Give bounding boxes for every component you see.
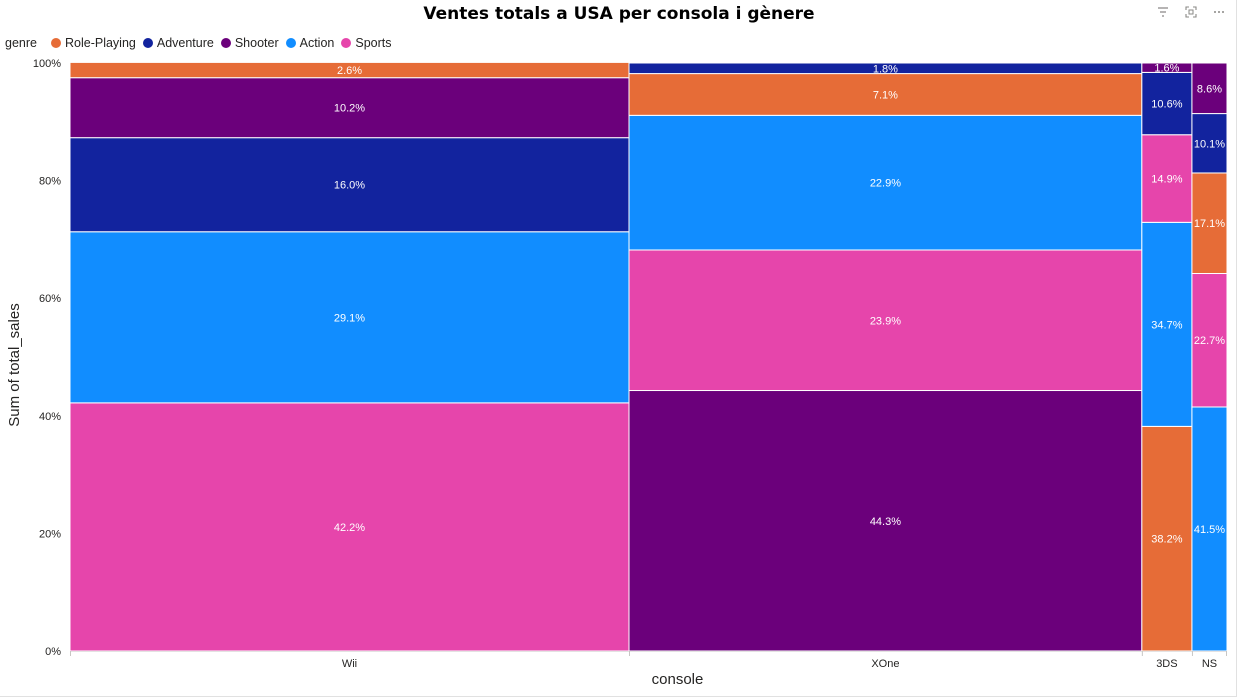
data-label: 44.3% [870, 516, 901, 528]
x-tick-label: NS [1202, 658, 1217, 670]
chart-legend: genre Role-Playing Adventure Shooter Action… [5, 36, 399, 50]
y-tick-label: 0% [45, 646, 61, 658]
data-label: 41.5% [1194, 524, 1225, 536]
chart-title: Ventes totals a USA per consola i gènere [423, 4, 815, 24]
legend-item-adventure[interactable]: Adventure [142, 36, 214, 50]
legend-item-role-playing[interactable]: Role-Playing [50, 36, 136, 50]
legend-title: genre [5, 36, 37, 50]
legend-marker [50, 38, 61, 48]
x-tick-label: Wii [342, 658, 357, 670]
data-label: 29.1% [334, 312, 365, 324]
segment-3ds-sports[interactable] [1141, 134, 1193, 223]
data-label: 10.6% [1151, 99, 1182, 111]
legend-label: Adventure [156, 36, 214, 50]
focus-mode-icon[interactable] [1182, 6, 1200, 21]
segment-xone-sports[interactable] [628, 249, 1143, 392]
data-label: 22.9% [870, 178, 901, 190]
data-label: 10.1% [1194, 138, 1225, 150]
y-tick-label: 80% [39, 176, 61, 188]
data-label: 8.6% [1197, 83, 1222, 95]
data-label: 2.6% [337, 65, 362, 77]
legend-item-shooter[interactable]: Shooter [220, 36, 279, 50]
legend-label: Action [299, 36, 335, 50]
segment-xone-action[interactable] [628, 114, 1143, 251]
data-label: 38.2% [1151, 534, 1182, 546]
segment-ns-adventure[interactable] [1191, 113, 1228, 174]
segment-ns-role-playing[interactable] [1191, 172, 1228, 275]
segment-ns-sports[interactable] [1191, 273, 1228, 408]
more-options-icon[interactable] [1210, 6, 1228, 21]
y-tick-label: 100% [33, 58, 61, 70]
filter-icon[interactable] [1154, 6, 1172, 21]
segment-ns-action[interactable] [1191, 406, 1228, 652]
segment-ns-shooter[interactable] [1191, 62, 1228, 115]
legend-label: Shooter [234, 36, 279, 50]
legend-item-action[interactable]: Action [285, 36, 335, 50]
x-tick-label: XOne [871, 658, 899, 670]
segment-wii-action[interactable] [69, 231, 630, 404]
segment-3ds-role-playing[interactable] [1141, 425, 1193, 652]
data-label: 1.8% [873, 63, 898, 75]
x-tick-label: 3DS [1156, 658, 1177, 670]
segment-3ds-action[interactable] [1141, 221, 1193, 427]
y-tick-label: 20% [39, 528, 61, 540]
legend-marker [220, 38, 231, 48]
legend-marker [341, 38, 352, 48]
legend-marker [285, 38, 296, 48]
legend-marker [142, 38, 153, 48]
y-tick-label: 40% [39, 411, 61, 423]
data-label: 23.9% [870, 315, 901, 327]
y-tick-label: 60% [39, 293, 61, 305]
legend-label: Role-Playing [64, 36, 136, 50]
data-label: 10.2% [334, 103, 365, 115]
data-label: 16.0% [334, 180, 365, 192]
data-label: 34.7% [1151, 319, 1182, 331]
x-axis-title: console [652, 671, 704, 688]
data-label: 7.1% [873, 89, 898, 101]
data-label: 14.9% [1151, 174, 1182, 186]
legend-label: Sports [355, 36, 392, 50]
legend-item-sports[interactable]: Sports [341, 36, 392, 50]
visual-header-icons [1154, 6, 1228, 21]
segment-wii-sports[interactable] [69, 402, 630, 652]
segment-wii-shooter[interactable] [69, 77, 630, 139]
y-axis-title: Sum of total_sales [6, 303, 23, 426]
data-label: 22.7% [1194, 335, 1225, 347]
data-label: 1.6% [1154, 63, 1179, 75]
segment-xone-role-playing[interactable] [628, 73, 1143, 116]
data-label: 42.2% [334, 522, 365, 534]
data-label: 17.1% [1194, 218, 1225, 230]
